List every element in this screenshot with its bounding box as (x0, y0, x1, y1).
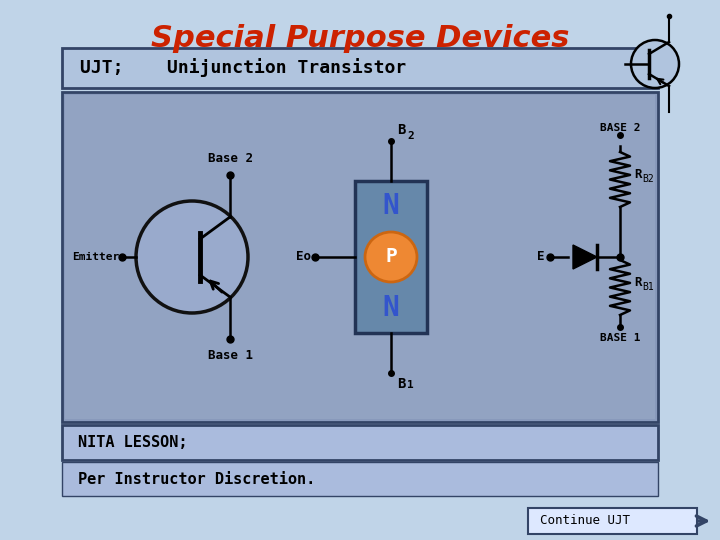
Text: B: B (397, 377, 405, 391)
Circle shape (631, 40, 679, 88)
Text: E: E (536, 251, 544, 264)
Text: Base 2: Base 2 (207, 152, 253, 165)
Text: Emitter: Emitter (72, 252, 120, 262)
Text: Eo: Eo (296, 251, 311, 264)
Text: NITA LESSON;: NITA LESSON; (78, 435, 187, 450)
Text: R: R (634, 276, 642, 289)
Text: 2: 2 (407, 131, 414, 141)
Bar (62, 462, 658, 496)
Text: UJT;    Unijunction Transistor: UJT; Unijunction Transistor (80, 58, 406, 78)
Text: Base 1: Base 1 (207, 349, 253, 362)
FancyBboxPatch shape (528, 508, 697, 534)
Text: Continue UJT: Continue UJT (540, 515, 630, 528)
Text: P: P (385, 247, 397, 267)
Bar (62, 92, 658, 422)
Polygon shape (573, 245, 597, 269)
Text: B1: B1 (642, 282, 654, 293)
Bar (62, 425, 658, 460)
Text: B: B (397, 123, 405, 137)
Text: BASE 1: BASE 1 (600, 333, 640, 343)
Bar (355, 181, 427, 333)
Bar (62, 48, 658, 88)
Text: N: N (382, 192, 400, 220)
Text: BASE 2: BASE 2 (600, 123, 640, 133)
Bar (65, 95, 655, 419)
Text: Per Instructor Discretion.: Per Instructor Discretion. (78, 471, 315, 487)
Text: R: R (634, 168, 642, 181)
Text: Special Purpose Devices: Special Purpose Devices (150, 24, 570, 53)
Text: 1: 1 (407, 380, 414, 390)
Ellipse shape (365, 232, 417, 282)
Text: B2: B2 (642, 174, 654, 185)
Circle shape (136, 201, 248, 313)
Text: N: N (382, 294, 400, 322)
